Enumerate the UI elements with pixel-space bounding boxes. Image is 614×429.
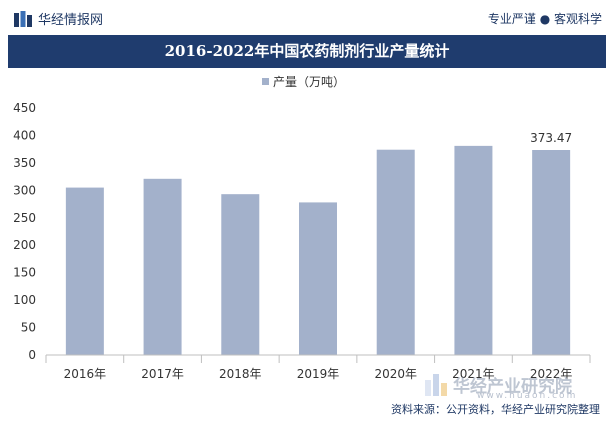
bar [454, 145, 493, 355]
watermark-logo: 华经产业研究院 www.huaon.com [425, 372, 575, 401]
watermark-logo-icon [425, 373, 447, 396]
y-tick-label: 300 [13, 183, 36, 197]
brand-logo-icon [14, 10, 32, 27]
x-tick-label: 2018年 [219, 367, 262, 381]
x-tick-label: 2021年 [452, 367, 495, 381]
x-tick-label: 2022年 [530, 367, 573, 381]
legend-label: 产量（万吨） [273, 75, 345, 89]
data-label: 373.47 [530, 131, 572, 145]
y-tick-label: 250 [13, 211, 36, 225]
x-tick-label: 2016年 [64, 367, 107, 381]
chart-title: 2016-2022年中国农药制剂行业产量统计 [8, 35, 606, 68]
x-tick-label: 2017年 [141, 367, 184, 381]
y-tick-label: 0 [28, 348, 36, 362]
y-tick-label: 50 [21, 321, 36, 335]
y-tick-label: 350 [13, 156, 36, 170]
bar [376, 149, 415, 355]
y-tick-label: 150 [13, 266, 36, 280]
x-tick-label: 2020年 [374, 367, 417, 381]
brand: 华经情报网 [14, 9, 103, 28]
bar [532, 150, 571, 355]
y-tick-label: 200 [13, 238, 36, 252]
tagline: 专业严谨 ● 客观科学 [487, 12, 602, 26]
watermark-text: 华经产业研究院 [453, 377, 572, 397]
bar [143, 178, 182, 355]
bar-chart: 产量（万吨） 0 50 100 150 200 250 300 350 400 450 2016年 20… [13, 75, 591, 381]
y-tick-label: 450 [13, 101, 36, 115]
header-bar: 华经情报网 专业严谨 ● 客观科学 [0, 0, 614, 34]
legend-swatch [262, 78, 269, 85]
brand-name: 华经情报网 [38, 13, 104, 28]
bar [221, 194, 260, 355]
watermark-url: www.huaon.com [477, 391, 578, 401]
bar [299, 202, 337, 355]
source-note: 资料来源：公开资料，华经产业研究院整理 [391, 403, 600, 416]
y-tick-label: 100 [13, 293, 36, 307]
bar [65, 187, 104, 355]
y-tick-label: 400 [13, 128, 36, 142]
x-tick-label: 2019年 [297, 367, 340, 381]
